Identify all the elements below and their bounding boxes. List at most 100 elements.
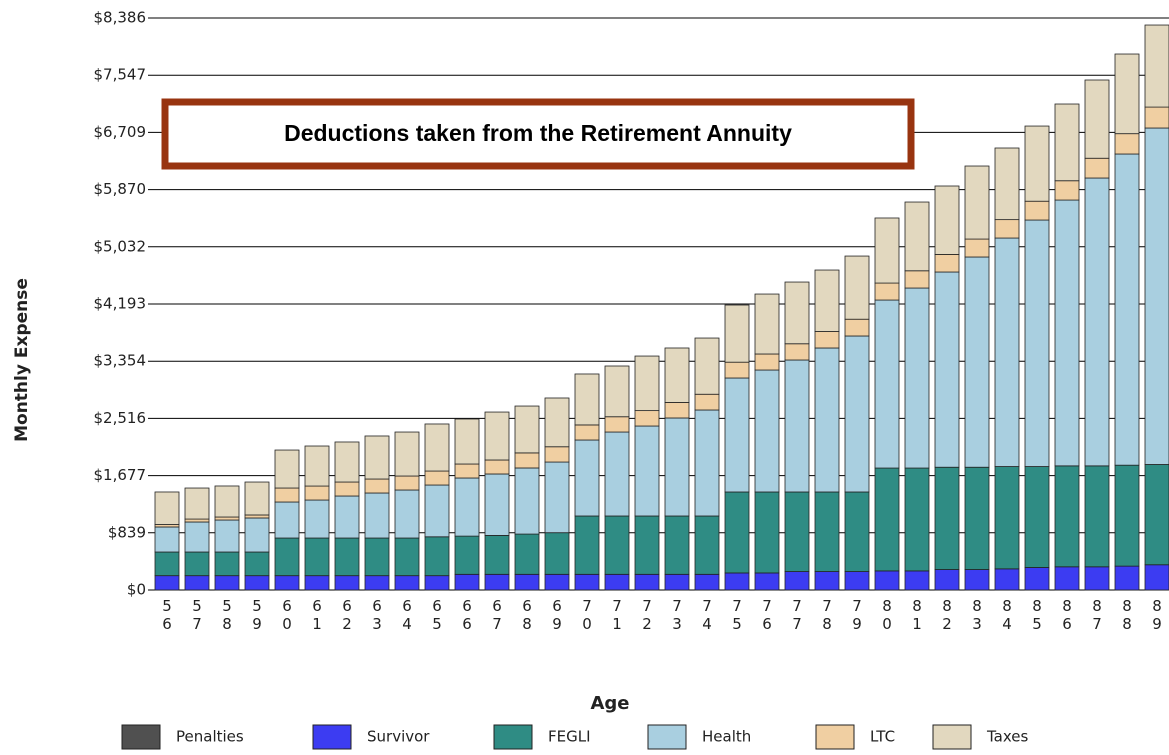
bar-segment — [1024, 466, 1050, 568]
bar-segment — [934, 185, 960, 255]
bar-segment — [844, 255, 870, 320]
bar-segment — [574, 515, 600, 575]
bar-segment — [394, 475, 420, 491]
y-tick-label: $8,386 — [94, 9, 147, 27]
bar-segment — [484, 411, 510, 461]
bar-segment — [1024, 219, 1050, 467]
bar-segment — [784, 571, 810, 591]
bar-segment — [724, 377, 750, 493]
legend-label: Health — [702, 728, 751, 746]
annotation: Deductions taken from the Retirement Ann… — [284, 120, 792, 146]
bar-segment — [484, 473, 510, 536]
bar-segment — [394, 575, 420, 591]
bar-segment — [244, 575, 270, 591]
bar-segment — [214, 485, 240, 518]
bar-segment — [874, 282, 900, 301]
bar-segment — [454, 477, 480, 537]
bar-segment — [244, 517, 270, 553]
bar-segment — [604, 515, 630, 575]
bar-segment — [1054, 103, 1080, 182]
bar-segment — [154, 551, 180, 577]
bar-segment — [364, 478, 390, 494]
bar-segment — [664, 402, 690, 419]
bar-segment — [634, 515, 660, 575]
bar-segment — [244, 551, 270, 577]
y-tick-label: $5,870 — [94, 180, 147, 198]
bar-segment — [454, 573, 480, 591]
y-tick-label: $4,193 — [94, 295, 147, 313]
bar-segment — [514, 467, 540, 535]
bar-segment — [814, 491, 840, 572]
legend-label: Survivor — [367, 728, 430, 746]
bar-segment — [964, 165, 990, 240]
bar-segment — [934, 569, 960, 591]
bar-segment — [274, 537, 300, 577]
bar-segment — [634, 573, 660, 591]
bar-segment — [184, 521, 210, 553]
bar-segment — [214, 551, 240, 577]
bar-segment — [454, 463, 480, 479]
bar-segment — [1144, 127, 1169, 465]
bar-segment — [484, 459, 510, 475]
bar-segment — [754, 491, 780, 574]
legend-label: FEGLI — [548, 728, 591, 746]
bar-segment — [544, 461, 570, 534]
bar-segment — [214, 516, 240, 521]
bar-segment — [364, 575, 390, 591]
bar-segment — [784, 281, 810, 345]
bar-segment — [814, 331, 840, 349]
bar-segment — [334, 441, 360, 483]
bar-segment — [634, 425, 660, 517]
bar-segment — [544, 446, 570, 463]
bar-segment — [394, 489, 420, 539]
bar-segment — [394, 431, 420, 477]
bar-segment — [844, 571, 870, 591]
legend-swatch — [493, 724, 533, 750]
bar-segment — [304, 575, 330, 591]
bar-segment — [274, 487, 300, 503]
bar-segment — [334, 575, 360, 591]
bar-segment — [934, 466, 960, 570]
bar-segment — [754, 293, 780, 355]
y-tick-label: $1,677 — [94, 466, 147, 484]
bar-segment — [424, 575, 450, 591]
y-tick-label: $2,516 — [94, 409, 147, 427]
bar-segment — [964, 256, 990, 468]
bar-segment — [304, 537, 330, 577]
bar-segment — [1054, 199, 1080, 467]
bar-segment — [724, 491, 750, 574]
bar-segment — [544, 573, 570, 591]
bar-segment — [244, 481, 270, 516]
bar-segment — [1144, 24, 1169, 108]
bar-segment — [934, 254, 960, 273]
bar-segment — [364, 492, 390, 539]
bar-segment — [634, 410, 660, 427]
bar-segment — [304, 485, 330, 501]
bar-segment — [844, 318, 870, 337]
bar-segment — [994, 466, 1020, 570]
bar-segment — [334, 481, 360, 497]
bar-segment — [364, 537, 390, 577]
bar-segment — [244, 514, 270, 519]
bar-segment — [184, 518, 210, 523]
y-tick-label: $7,547 — [94, 66, 147, 84]
legend-label: Taxes — [986, 728, 1029, 746]
bar-segment — [214, 575, 240, 591]
bar-segment — [664, 515, 690, 575]
bar-segment — [844, 491, 870, 572]
bar-segment — [724, 361, 750, 379]
bar-segment — [1114, 565, 1140, 591]
legend-swatch — [312, 724, 352, 750]
